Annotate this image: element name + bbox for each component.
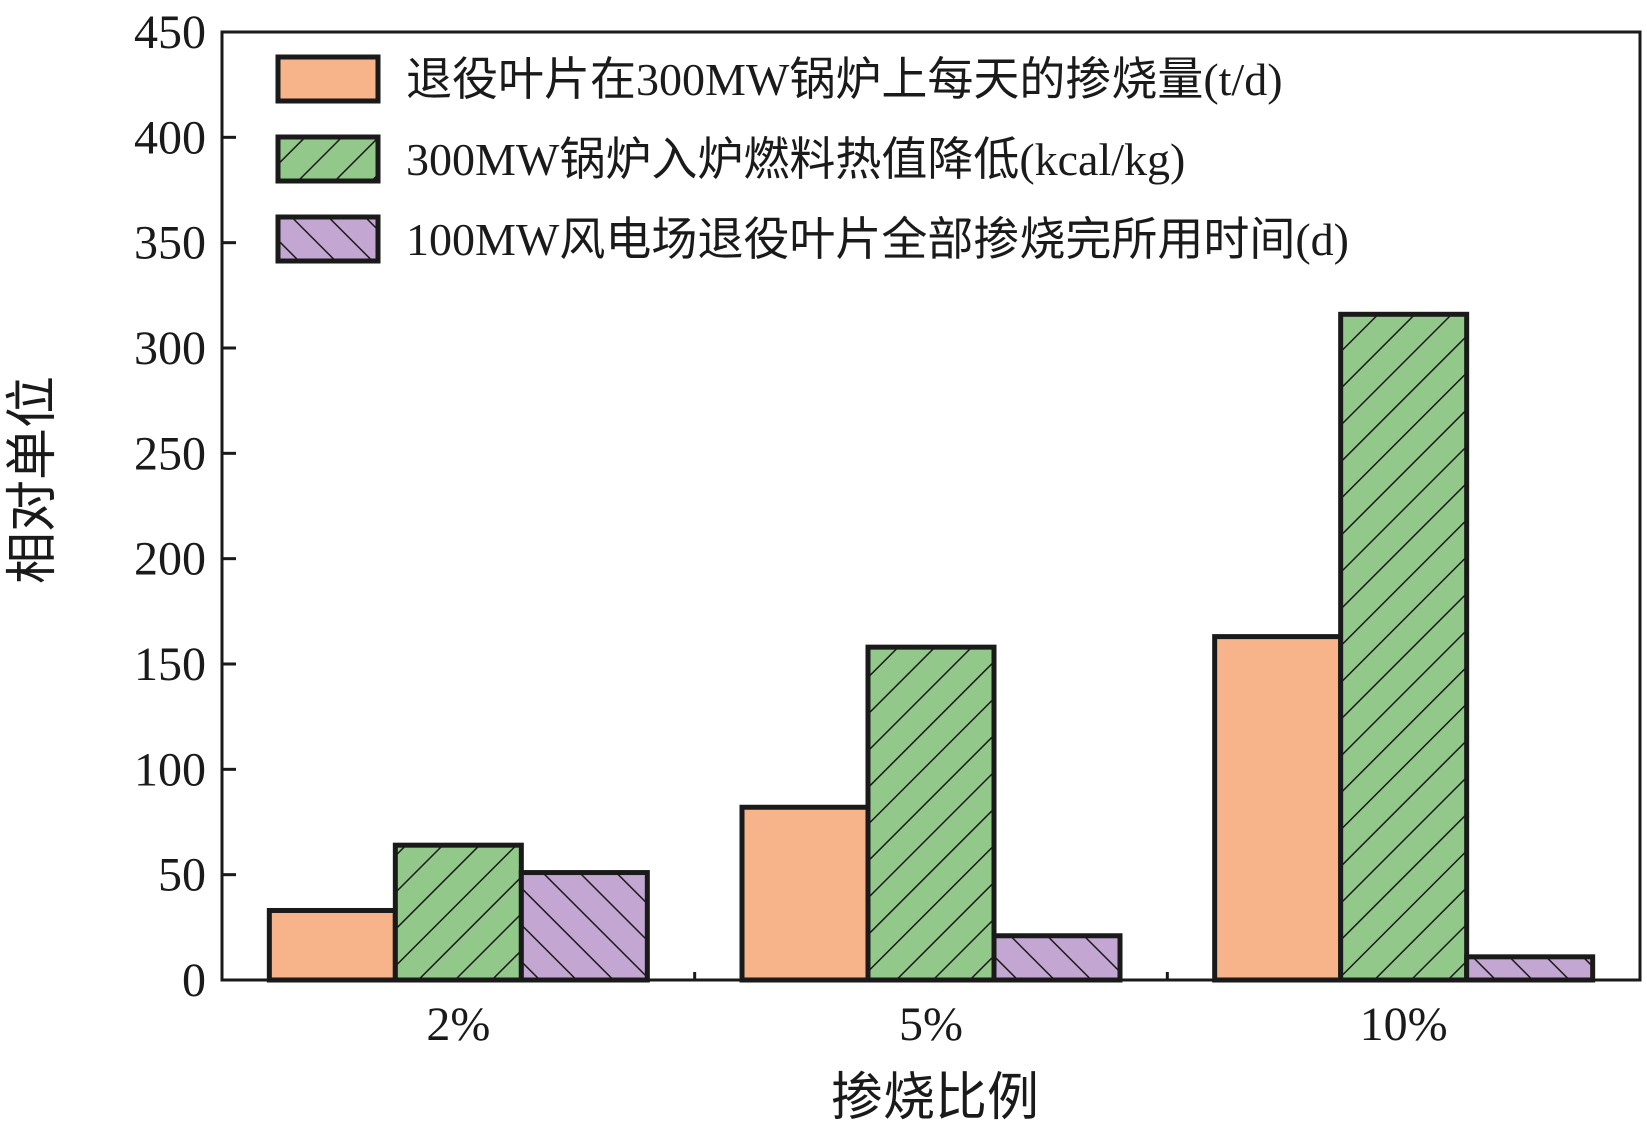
y-axis-title: 相对单位	[5, 376, 62, 584]
bars	[266, 311, 1596, 983]
legend-swatch	[275, 134, 381, 184]
bar	[1338, 311, 1470, 983]
y-tick-label: 150	[134, 638, 206, 691]
bar	[991, 933, 1123, 983]
y-tick-label: 0	[182, 954, 206, 1007]
bar	[1464, 954, 1596, 983]
bar	[518, 870, 650, 983]
legend-label: 300MW锅炉入炉燃料热值降低(kcal/kg)	[406, 134, 1185, 185]
x-tick-label: 5%	[899, 998, 963, 1051]
legend-label: 退役叶片在300MW锅炉上每天的掺烧量(t/d)	[406, 54, 1283, 105]
bar	[739, 804, 871, 983]
bar	[865, 644, 997, 983]
x-tick-label: 10%	[1360, 998, 1448, 1051]
legend-swatch	[275, 54, 381, 104]
legend-label: 100MW风电场退役叶片全部掺烧完所用时间(d)	[406, 214, 1349, 265]
legend-swatch	[275, 214, 381, 264]
plot-frame	[220, 30, 1642, 982]
y-tick-label: 400	[134, 111, 206, 164]
y-tick-label: 300	[134, 322, 206, 375]
bar	[1212, 634, 1344, 983]
bar	[266, 907, 398, 983]
bar	[392, 842, 524, 983]
y-tick-label: 350	[134, 217, 206, 270]
y-tick-label: 100	[134, 743, 206, 796]
y-tick-label: 50	[158, 849, 206, 902]
x-tick-label: 2%	[426, 998, 490, 1051]
legend: 退役叶片在300MW锅炉上每天的掺烧量(t/d) 300MW锅炉入炉燃料热值降低(…	[275, 54, 1349, 265]
y-tick-label: 200	[134, 533, 206, 586]
y-tick-label: 250	[134, 427, 206, 480]
axes: 0 50 100 150 200 250 300 350 400 450 2% 5% 10%	[134, 6, 1642, 1051]
y-tick-label: 450	[134, 6, 206, 59]
x-axis-title: 掺烧比例	[831, 1070, 1039, 1127]
